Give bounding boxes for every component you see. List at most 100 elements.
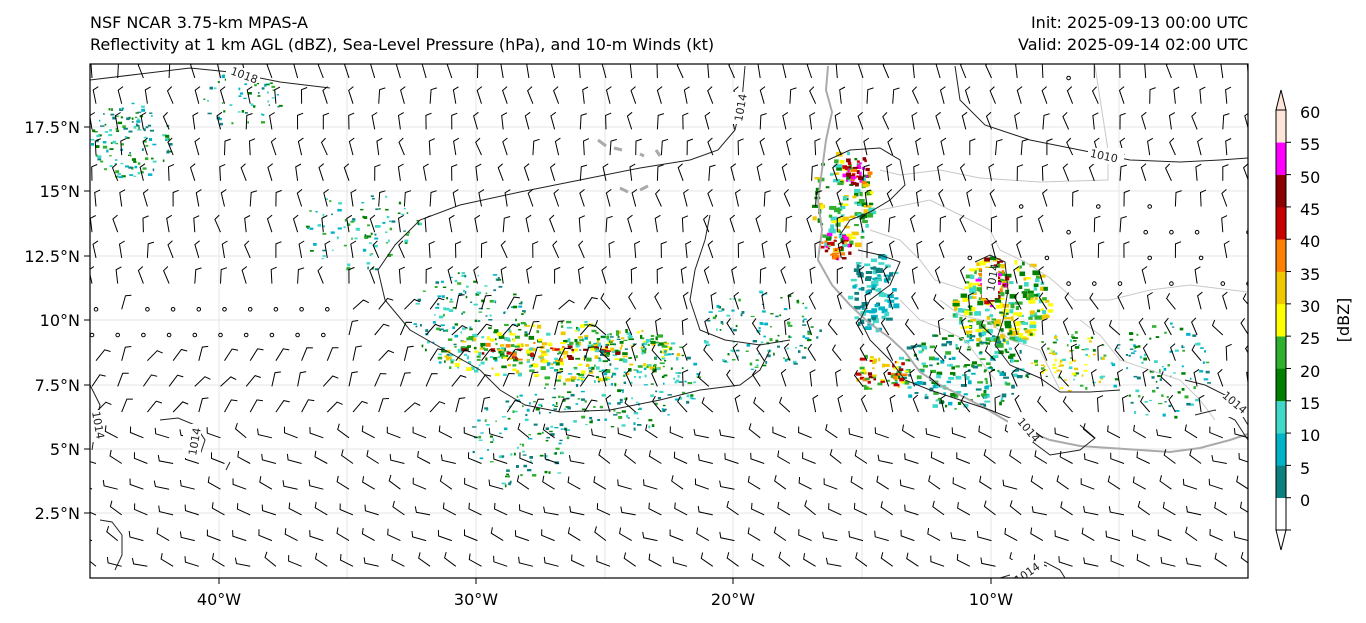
wind-barb (1233, 531, 1248, 541)
wind-barb (726, 552, 739, 567)
wind-barb (541, 529, 555, 542)
reflectivity-cell (845, 179, 849, 182)
coastline-africa (816, 65, 1248, 454)
reflectivity-cell (1168, 404, 1172, 408)
reflectivity-cell (1010, 330, 1017, 336)
reflectivity-cell (498, 285, 503, 288)
wind-barb (568, 455, 585, 464)
wind-barb (193, 215, 200, 233)
reflectivity-cell (871, 308, 878, 313)
reflectivity-cell (493, 300, 497, 302)
reflectivity-cell (617, 402, 621, 405)
wind-barb (549, 163, 556, 181)
reflectivity-cell (985, 337, 990, 342)
reflectivity-cell (126, 117, 130, 121)
wind-barb (224, 399, 238, 413)
wind-barb (114, 112, 121, 130)
reflectivity-cell (858, 176, 864, 180)
reflectivity-cell (541, 405, 543, 407)
reflectivity-cell (570, 376, 577, 380)
wind-barb (1191, 317, 1198, 336)
reflectivity-cell (1182, 349, 1185, 352)
wind-barb (1110, 554, 1125, 567)
reflectivity-cell (466, 285, 469, 288)
reflectivity-cell (528, 335, 535, 340)
reflectivity-cell (859, 179, 863, 183)
wind-barb (211, 502, 225, 516)
reflectivity-cell (362, 215, 364, 219)
reflectivity-cell (438, 315, 444, 319)
reflectivity-cell (374, 233, 377, 236)
calm-wind-marker (1066, 281, 1071, 286)
wind-barb (683, 86, 690, 104)
reflectivity-cell (804, 337, 810, 340)
reflectivity-cell (964, 310, 970, 316)
reflectivity-cell (978, 332, 982, 336)
reflectivity-cell (802, 324, 807, 326)
reflectivity-cell (486, 308, 490, 310)
reflectivity-cell (1072, 359, 1077, 362)
wind-barb (523, 163, 530, 181)
wind-barb (698, 454, 713, 464)
reflectivity-cell (443, 313, 445, 317)
reflectivity-cell (425, 329, 429, 332)
reflectivity-cell (385, 231, 388, 233)
reflectivity-cell (758, 290, 764, 293)
latitude-axis: 17.5°N 15°N 12.5°N 10°N 7.5°N 5°N 2.5°N (24, 118, 90, 523)
reflectivity-cell (571, 349, 574, 352)
wind-barb (656, 86, 663, 104)
reflectivity-cell (527, 469, 532, 472)
wind-barb (980, 319, 992, 336)
reflectivity-cell (533, 401, 537, 403)
wind-barb (904, 504, 919, 516)
reflectivity-cell (644, 347, 647, 351)
reflectivity-cell (271, 85, 276, 88)
reflectivity-cell (1019, 265, 1022, 269)
reflectivity-cell (870, 356, 874, 360)
reflectivity-cell (881, 308, 888, 314)
reflectivity-cell (492, 357, 498, 360)
reflectivity-cell (422, 290, 426, 292)
reflectivity-cell (657, 334, 663, 338)
reflectivity-cell (276, 94, 279, 96)
reflectivity-cell (873, 378, 877, 381)
reflectivity-cell (864, 159, 867, 163)
reflectivity-cell (1067, 390, 1072, 392)
wind-barb (951, 427, 966, 439)
reflectivity-cell (1203, 378, 1209, 381)
wind-barb (348, 86, 354, 104)
wind-barb (1083, 506, 1099, 516)
reflectivity-cell (479, 457, 484, 460)
wind-barb (264, 551, 277, 567)
reflectivity-cell (1054, 334, 1057, 337)
reflectivity-cell (851, 181, 857, 186)
wind-barb (938, 240, 945, 259)
colorbar-tick-label: 50 (1300, 168, 1320, 187)
reflectivity-cell (851, 173, 856, 176)
reflectivity-cell (473, 303, 478, 306)
reflectivity-cell (854, 193, 859, 197)
wind-barb (624, 448, 637, 464)
reflectivity-cell (559, 439, 563, 442)
wind-barb (1243, 163, 1248, 181)
reflectivity-cell (351, 220, 356, 222)
reflectivity-cell (646, 366, 649, 369)
reflectivity-cell (860, 305, 865, 309)
reflectivity-cell (1074, 372, 1080, 375)
reflectivity-cell (574, 329, 577, 332)
wind-barb (1198, 394, 1205, 413)
wind-barb (733, 291, 740, 310)
reflectivity-cell (993, 355, 999, 358)
reflectivity-cell (950, 372, 956, 375)
wind-barb (1236, 475, 1248, 490)
reflectivity-cell (976, 320, 983, 325)
reflectivity-cell (779, 314, 782, 317)
reflectivity-cell (824, 240, 828, 243)
reflectivity-cell (124, 136, 128, 138)
reflectivity-cell (833, 178, 841, 183)
reflectivity-cell (421, 344, 424, 348)
wind-barb (812, 394, 819, 413)
wind-barb (1165, 163, 1172, 182)
reflectivity-cell (635, 355, 638, 359)
reflectivity-cell (449, 359, 455, 361)
